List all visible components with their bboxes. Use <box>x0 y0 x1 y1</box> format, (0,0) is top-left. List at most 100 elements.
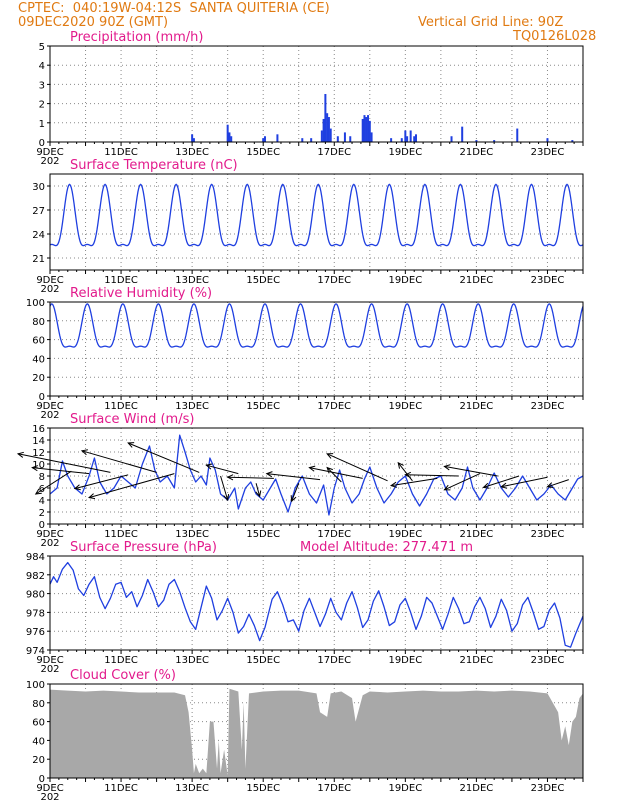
x-date-label: 21DEC <box>460 147 494 158</box>
x-date-label: 23DEC <box>531 655 565 666</box>
panel-frame <box>49 45 584 143</box>
y-tick-label: 4 <box>39 61 45 72</box>
series-line <box>49 303 584 348</box>
panel-title: Relative Humidity (%) <box>70 286 212 301</box>
wind-arrow-head <box>546 482 554 489</box>
precip-bar <box>370 132 373 142</box>
wind-arrow <box>73 474 129 491</box>
wind-arrow <box>546 479 569 489</box>
y-tick-label: 6 <box>39 484 45 495</box>
precip-bar <box>400 138 403 142</box>
y-tick-label: 100 <box>26 680 45 691</box>
wind-arrow-head <box>87 493 96 500</box>
wind-arrow-shaft <box>74 474 129 490</box>
precip-bar <box>310 138 313 142</box>
x-date-label: 11DEC <box>104 655 138 666</box>
precip-bar <box>546 138 549 142</box>
wind-arrow-head <box>127 442 135 448</box>
precip-bar <box>516 128 519 142</box>
precip-bar <box>327 117 330 142</box>
x-date-label: 21DEC <box>460 655 494 666</box>
x-date-label: 13DEC <box>175 275 209 286</box>
y-tick-label: 0 <box>39 774 45 785</box>
wind-arrow-head <box>404 471 412 478</box>
wind-arrow <box>31 465 90 475</box>
y-tick-label: 0 <box>39 138 45 149</box>
x-date-label: 15DEC <box>246 655 280 666</box>
x-date-label: 17DEC <box>317 655 351 666</box>
y-tick-label: 20 <box>32 373 45 384</box>
wind-arrow <box>443 464 498 477</box>
x-date-label: 11DEC <box>104 783 138 794</box>
wind-arrow-shaft <box>220 475 229 501</box>
wind-arrow <box>80 449 157 473</box>
x-date-label: 9DEC <box>36 655 63 666</box>
precip-bar <box>409 130 412 142</box>
x-date-label: 19DEC <box>388 655 422 666</box>
precip-bar <box>349 136 352 142</box>
wind-arrow-head <box>226 474 234 481</box>
wind-arrow-shaft <box>444 465 498 477</box>
wind-arrow-head <box>397 461 404 469</box>
precip-bar <box>226 124 229 142</box>
wind-arrow-shaft <box>127 442 200 473</box>
wind-arrow-shaft <box>326 467 342 483</box>
x-date-label: 15DEC <box>246 275 280 286</box>
y-tick-label: 40 <box>32 354 45 365</box>
y-tick-label: 60 <box>32 336 45 347</box>
x-date-label: 19DEC <box>388 401 422 412</box>
wind-arrow <box>482 475 520 489</box>
wind-arrow-head <box>443 464 451 471</box>
wind-arrow-shaft <box>266 473 321 481</box>
wind-arrow <box>290 483 300 503</box>
wind-arrow-shaft <box>206 464 239 475</box>
x-date-label: 21DEC <box>460 529 494 540</box>
x-date-label: 21DEC <box>460 401 494 412</box>
x-year-label: 202 <box>40 410 59 421</box>
x-date-label: 17DEC <box>317 401 351 412</box>
wind-arrow-shaft <box>391 477 438 487</box>
wind-arrow <box>226 474 274 481</box>
panel-cloud-cover: 0 20 40 60 80 100 9DEC 11DEC 13DEC 15DEC 17DEC 19DE… <box>26 668 584 800</box>
wind-arrow-shaft <box>32 467 90 475</box>
wind-arrow <box>16 451 111 473</box>
precip-bar <box>329 128 332 142</box>
wind-arrow-head <box>205 463 213 470</box>
x-date-label: 19DEC <box>388 275 422 286</box>
precip-bar <box>571 140 574 142</box>
wind-arrow-shaft <box>501 476 548 488</box>
panel-frame <box>49 301 584 397</box>
wind-arrow-head <box>290 495 297 503</box>
wind-arrow-shaft <box>17 453 111 473</box>
precip-bar <box>461 126 464 142</box>
wind-arrow-shaft <box>227 476 274 479</box>
precip-bar <box>450 136 453 142</box>
x-date-label: 13DEC <box>175 783 209 794</box>
y-tick-label: 80 <box>32 699 45 710</box>
y-tick-label: 5 <box>39 42 45 53</box>
y-tick-label: 978 <box>26 608 45 619</box>
y-tick-label: 8 <box>39 472 45 483</box>
precip-bar <box>322 118 325 142</box>
y-tick-label: 10 <box>32 460 45 471</box>
series-line <box>49 434 584 516</box>
x-date-label: 17DEC <box>317 147 351 158</box>
x-year-label: 202 <box>40 538 59 549</box>
panel-humidity: 0 20 40 60 80 100 9DEC 11DEC 13DEC 15DEC 17DEC 19DE… <box>26 286 584 421</box>
panel-title: Cloud Cover (%) <box>70 668 176 683</box>
panel-subtitle: Model Altitude: 277.471 m <box>300 540 473 555</box>
y-tick-label: 60 <box>32 718 45 729</box>
wind-arrow-head <box>443 484 451 491</box>
x-date-label: 9DEC <box>36 401 63 412</box>
precip-bar <box>326 113 329 142</box>
y-tick-label: 3 <box>39 80 45 91</box>
wind-arrow-head <box>34 488 42 495</box>
y-tick-label: 27 <box>32 206 45 217</box>
wind-arrow <box>34 470 72 495</box>
y-tick-label: 30 <box>32 182 45 193</box>
x-date-label: 15DEC <box>246 783 280 794</box>
precip-bar <box>406 136 409 142</box>
y-tick-label: 14 <box>32 436 45 447</box>
wind-arrow-head <box>255 490 262 498</box>
